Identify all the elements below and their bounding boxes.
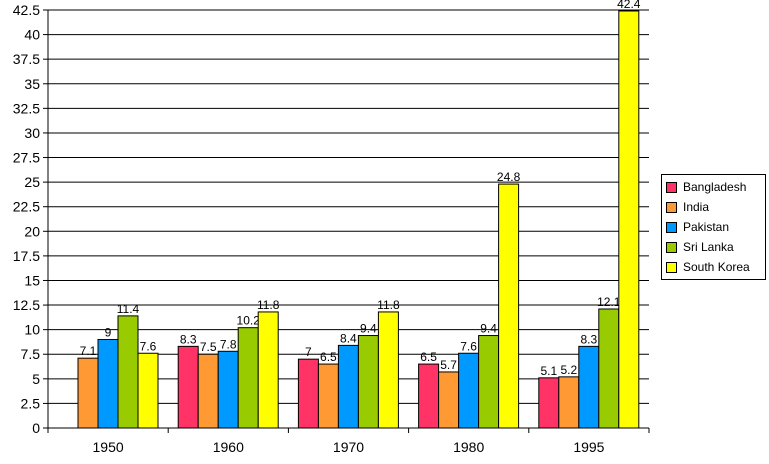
legend-swatch	[666, 181, 677, 193]
bar-pakistan-1960	[217, 350, 239, 429]
legend: Bangladesh India Pakistan Sri Lanka South Ko…	[661, 174, 766, 280]
legend-swatch	[666, 261, 677, 273]
legend-swatch	[666, 201, 677, 213]
data-label: 7.5	[200, 340, 217, 354]
y-tick-label: 37.5	[13, 51, 40, 67]
data-label: 9.4	[360, 322, 377, 336]
bar-bangladesh-1995	[538, 377, 560, 429]
y-tick-label: 22.5	[13, 199, 40, 215]
legend-item: South Korea	[666, 257, 765, 277]
legend-swatch	[666, 221, 677, 233]
legend-label: South Korea	[683, 260, 750, 274]
y-tick-label: 42.5	[13, 2, 40, 18]
bar-south-korea-1960	[257, 311, 279, 429]
data-label: 11.8	[257, 298, 280, 312]
data-label: 11.4	[117, 302, 140, 316]
data-label: 8.4	[340, 331, 357, 345]
data-label: 5.2	[560, 363, 577, 377]
legend-item: Bangladesh	[666, 177, 765, 197]
y-tick-label: 32.5	[13, 100, 40, 116]
legend-item: India	[666, 197, 765, 217]
legend-label: Pakistan	[683, 220, 730, 234]
x-tick-label: 1960	[213, 439, 244, 455]
data-label: 7.8	[220, 337, 237, 351]
bar-india-1970	[317, 363, 339, 429]
legend-label: Sri Lanka	[683, 240, 734, 254]
data-label: 6.5	[420, 350, 437, 364]
x-tick-label: 1980	[453, 439, 484, 455]
y-tick-label: 12.5	[13, 297, 40, 313]
bar-pakistan-1995	[578, 345, 600, 429]
x-tick-label: 1970	[333, 439, 364, 455]
y-tick-label: 35	[24, 76, 40, 92]
bar-sri-lanka-1950	[117, 315, 139, 429]
y-tick-label: 40	[24, 27, 40, 43]
legend-label: India	[683, 200, 710, 214]
data-label: 7.6	[140, 339, 157, 353]
data-label: 8.3	[180, 332, 197, 346]
data-label: 5.7	[440, 358, 457, 372]
bar-sri-lanka-1995	[598, 308, 620, 429]
bar-bangladesh-1970	[297, 358, 319, 429]
data-label: 12.1	[597, 295, 621, 309]
y-tick-label: 27.5	[13, 150, 40, 166]
y-tick-label: 7.5	[21, 346, 41, 362]
data-label: 5.1	[540, 364, 557, 378]
data-label: 7.1	[80, 344, 97, 358]
data-label: 8.3	[580, 332, 597, 346]
data-label: 11.8	[377, 298, 400, 312]
bar-south-korea-1980	[498, 183, 520, 429]
legend-item: Sri Lanka	[666, 237, 765, 257]
bar-india-1960	[197, 353, 219, 429]
bar-sri-lanka-1960	[237, 327, 259, 429]
bar-pakistan-1970	[337, 344, 359, 429]
data-label: 6.5	[320, 350, 337, 364]
x-tick-label: 1950	[93, 439, 124, 455]
x-tick-label: 1995	[573, 439, 604, 455]
data-label: 7.6	[460, 339, 477, 353]
bar-india-1980	[438, 371, 460, 429]
data-label: 9.4	[480, 322, 497, 336]
data-label: 7	[305, 345, 312, 359]
y-tick-label: 30	[24, 125, 40, 141]
legend-label: Bangladesh	[683, 180, 747, 194]
data-label: 10.2	[237, 314, 261, 328]
bar-south-korea-1995	[618, 10, 640, 429]
bar-bangladesh-1980	[418, 363, 440, 429]
y-tick-label: 15	[24, 272, 40, 288]
bar-india-1995	[558, 376, 580, 429]
legend-swatch	[666, 241, 677, 253]
data-label: 24.8	[497, 170, 521, 184]
bar-south-korea-1970	[377, 311, 399, 429]
y-tick-label: 5	[32, 371, 40, 387]
y-tick-label: 20	[24, 223, 40, 239]
data-label: 42.4	[617, 0, 641, 11]
data-label: 9	[105, 325, 112, 339]
bar-india-1950	[77, 357, 99, 429]
legend-item: Pakistan	[666, 217, 765, 237]
bar-sri-lanka-1980	[478, 335, 500, 429]
bar-sri-lanka-1970	[357, 335, 379, 429]
y-tick-label: 2.5	[21, 395, 41, 411]
bar-pakistan-1980	[458, 352, 480, 429]
y-tick-label: 17.5	[13, 248, 40, 264]
y-tick-label: 25	[24, 174, 40, 190]
y-tick-label: 0	[32, 420, 40, 436]
bar-pakistan-1950	[97, 338, 119, 429]
bar-south-korea-1950	[137, 352, 159, 429]
y-tick-label: 10	[24, 322, 40, 338]
bar-bangladesh-1960	[177, 345, 199, 429]
